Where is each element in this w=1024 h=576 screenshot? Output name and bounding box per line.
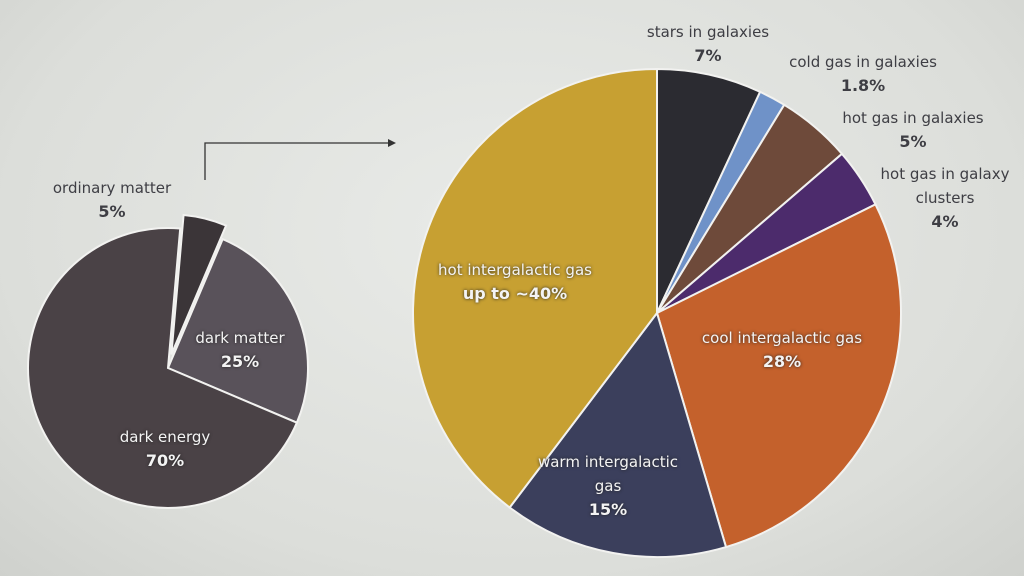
slice-value: 25%: [220, 352, 260, 371]
slice-name: cool intergalactic gas: [701, 329, 863, 347]
pie-slice: [508, 310, 728, 558]
slice-value: up to ~40%: [462, 284, 568, 303]
slice-label: ordinary matter 5%: [32, 176, 192, 224]
slice-value: 1.8%: [840, 76, 886, 95]
slice-name: hot intergalactic gas: [438, 261, 592, 279]
slice-label: dark energy 70%: [95, 425, 235, 473]
pie-slice: [170, 213, 228, 355]
slice-name: dark matter: [195, 329, 285, 347]
slice-label: dark matter 25%: [180, 326, 300, 374]
slice-name: hot gas in galaxies: [842, 109, 984, 127]
slice-label: hot intergalactic gas up to ~40%: [420, 258, 610, 306]
slice-label: hot gas in galaxy clusters 4%: [870, 162, 1020, 234]
slice-label: warm intergalactic gas 15%: [533, 450, 683, 522]
slice-value: 5%: [98, 202, 126, 221]
arrow-head: [388, 139, 396, 147]
slice-name: hot gas in galaxy clusters: [880, 165, 1010, 207]
pie-slice: [412, 67, 658, 509]
slice-value: 4%: [931, 212, 959, 231]
slice-name: ordinary matter: [52, 179, 172, 197]
slice-value: 28%: [762, 352, 802, 371]
pie-slice: [656, 67, 762, 314]
slice-label: hot gas in galaxies 5%: [813, 106, 1013, 154]
slice-name: stars in galaxies: [646, 23, 770, 41]
slice-label: cool intergalactic gas 28%: [672, 326, 892, 374]
slice-label: stars in galaxies 7%: [608, 20, 808, 68]
slice-value: 7%: [694, 46, 722, 65]
slice-label: cold gas in galaxies 1.8%: [763, 50, 963, 98]
pie-slice: [655, 203, 902, 549]
slice-value: 15%: [588, 500, 628, 519]
pie-slice: [27, 227, 299, 509]
slice-name: dark energy: [119, 428, 211, 446]
slice-value: 5%: [899, 132, 927, 151]
slice-name: cold gas in galaxies: [789, 53, 937, 71]
slice-value: 70%: [145, 451, 185, 470]
slice-name: warm intergalactic gas: [537, 453, 679, 495]
pie-slice: [166, 237, 309, 425]
connector-arrow: [204, 142, 388, 180]
